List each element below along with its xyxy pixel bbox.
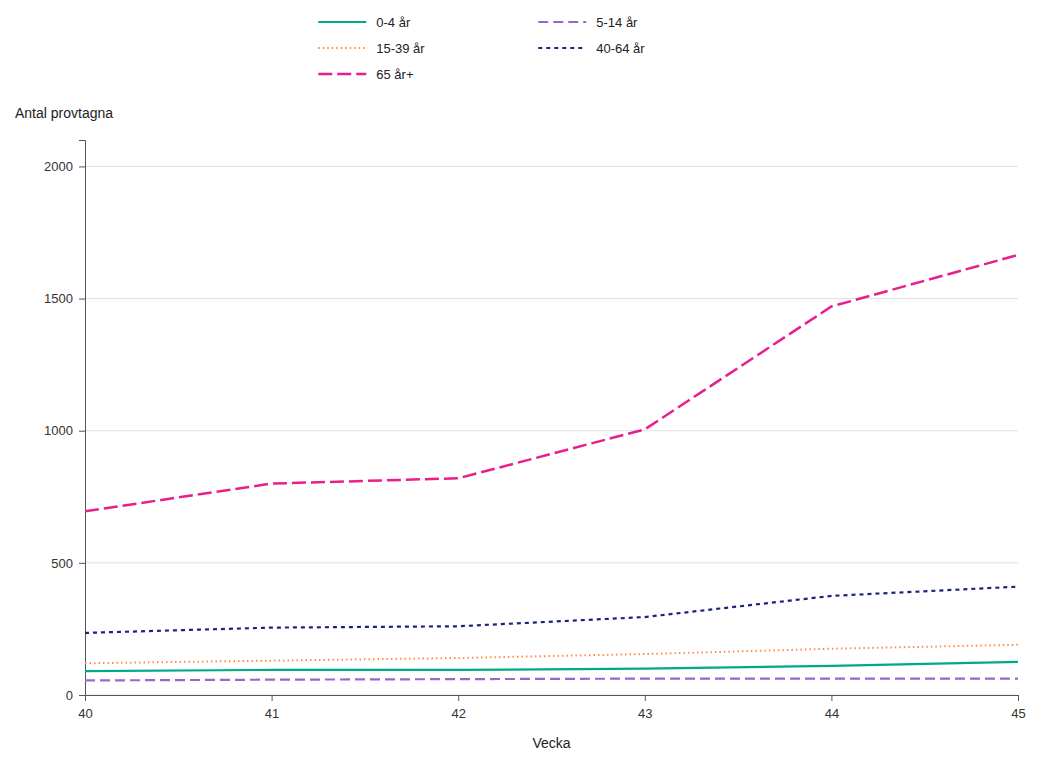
grid-line xyxy=(85,298,1018,299)
series-line xyxy=(85,645,1018,664)
legend-label: 15-39 år xyxy=(376,41,425,56)
y-tick-mark xyxy=(79,431,85,432)
x-tick-label: 44 xyxy=(825,706,839,721)
x-axis: 40 41 42 43 44 45 xyxy=(78,695,1025,721)
x-tick-mark xyxy=(1018,695,1019,701)
series-lines xyxy=(85,255,1018,681)
series-line xyxy=(85,679,1018,681)
grid-line xyxy=(85,562,1018,563)
y-tick: 500 xyxy=(51,556,85,571)
y-tick-label: 500 xyxy=(51,556,73,571)
legend: 0-4 år 5-14 år 15-39 år 40-64 år 65 år+ xyxy=(318,15,645,82)
x-tick-mark xyxy=(645,695,646,701)
y-tick-label: 0 xyxy=(66,688,73,703)
legend-item: 0-4 år xyxy=(318,15,411,30)
y-tick-mark xyxy=(79,563,85,564)
plot-area: 40 41 42 43 44 45 0 500 1000 1500 2000 xyxy=(44,141,1026,722)
x-tick: 42 xyxy=(451,695,465,721)
series-line xyxy=(85,662,1018,671)
series-line xyxy=(85,587,1018,633)
x-tick-label: 43 xyxy=(638,706,652,721)
y-tick-mark xyxy=(79,166,85,167)
legend-label: 40-64 år xyxy=(596,41,645,56)
grid-line xyxy=(85,166,1018,167)
grid-line xyxy=(85,430,1018,431)
x-tick-mark xyxy=(272,695,273,701)
x-tick-mark xyxy=(831,695,832,701)
y-tick: 2000 xyxy=(44,159,85,174)
legend-item: 15-39 år xyxy=(318,41,425,56)
x-tick: 43 xyxy=(638,695,652,721)
legend-item: 5-14 år xyxy=(538,15,638,30)
legend-swatch xyxy=(538,47,586,49)
x-tick: 41 xyxy=(265,695,279,721)
x-tick-mark xyxy=(458,695,459,701)
y-tick: 1000 xyxy=(44,423,85,438)
series-line xyxy=(85,255,1018,511)
legend-swatch xyxy=(318,73,366,76)
legend-swatch xyxy=(318,47,366,49)
legend-item: 65 år+ xyxy=(318,67,413,82)
legend-swatch xyxy=(538,21,586,23)
legend-swatch xyxy=(318,21,366,23)
x-tick-label: 40 xyxy=(78,706,92,721)
legend-label: 0-4 år xyxy=(376,15,411,30)
x-axis-line xyxy=(86,696,1019,702)
y-tick-label: 1500 xyxy=(44,291,73,306)
y-axis: 0 500 1000 1500 2000 xyxy=(44,141,85,703)
x-tick: 44 xyxy=(825,695,839,721)
x-axis-label: Vecka xyxy=(532,735,570,751)
legend-label: 65 år+ xyxy=(376,67,413,82)
x-tick: 40 xyxy=(78,695,92,721)
y-axis-label: Antal provtagna xyxy=(15,105,113,121)
x-tick: 45 xyxy=(1011,695,1025,721)
y-tick-mark xyxy=(79,299,85,300)
y-tick: 1500 xyxy=(44,291,85,306)
y-tick: 0 xyxy=(66,688,85,703)
grid xyxy=(85,166,1018,695)
x-tick-label: 45 xyxy=(1011,706,1025,721)
y-tick-label: 2000 xyxy=(44,159,73,174)
y-tick-mark xyxy=(79,695,85,696)
legend-item: 40-64 år xyxy=(538,41,645,56)
y-tick-label: 1000 xyxy=(44,423,73,438)
x-tick-label: 41 xyxy=(265,706,279,721)
chart: 40 41 42 43 44 45 0 500 1000 1500 2000 Vecka Antal p… xyxy=(0,0,1058,770)
legend-label: 5-14 år xyxy=(596,15,638,30)
y-axis-line xyxy=(79,141,86,696)
x-tick-label: 42 xyxy=(451,706,465,721)
